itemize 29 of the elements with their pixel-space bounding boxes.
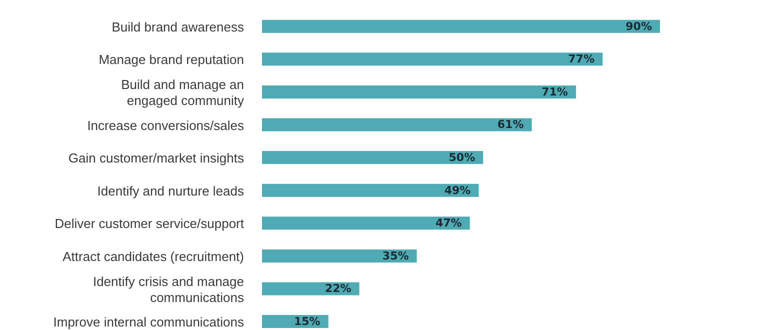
data-label: 71% [542,85,568,98]
y-tick-label: Improve internal communications [53,314,244,330]
y-tick-label: Build brand awareness [112,18,244,34]
bar [262,151,484,164]
bar [262,85,576,98]
y-tick-label: Identify and nurture leads [97,182,244,198]
bar [262,20,660,33]
data-label: 35% [382,249,409,262]
data-label: 90% [626,20,652,33]
bar [262,216,470,230]
bar [262,184,479,197]
data-label: 15% [294,315,320,328]
data-label: 49% [444,184,471,197]
y-tick-label: Deliver customer service/support [54,216,244,231]
data-label: 47% [436,216,462,230]
y-tick-label: Manage brand reputation [98,52,244,67]
bar [262,52,603,66]
data-label: 50% [448,151,476,164]
y-tick-label: Gain customer/market insights [68,150,244,166]
data-label: 22% [324,282,352,296]
y-tick-label: Build and manage an engaged community [121,76,244,108]
y-tick-label: Identify crisis and manage communications [92,273,244,304]
bar [262,249,417,262]
bar [262,118,532,132]
bar [262,282,360,296]
y-tick-label: Increase conversions/sales [87,117,244,132]
data-label: 61% [497,118,524,132]
y-tick-label: Attract candidates (recruitment) [62,248,244,264]
data-label: 77% [568,52,595,66]
